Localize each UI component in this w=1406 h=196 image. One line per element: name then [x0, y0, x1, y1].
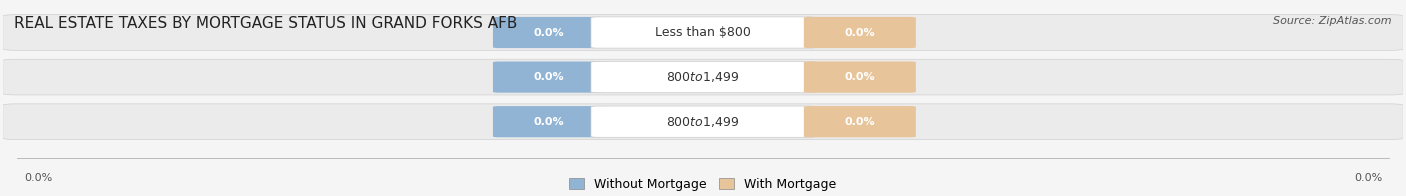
FancyBboxPatch shape: [494, 62, 605, 93]
FancyBboxPatch shape: [494, 106, 605, 137]
FancyBboxPatch shape: [804, 17, 915, 48]
FancyBboxPatch shape: [591, 106, 815, 137]
Text: REAL ESTATE TAXES BY MORTGAGE STATUS IN GRAND FORKS AFB: REAL ESTATE TAXES BY MORTGAGE STATUS IN …: [14, 16, 517, 31]
Text: 0.0%: 0.0%: [845, 27, 875, 37]
Text: 0.0%: 0.0%: [845, 117, 875, 127]
FancyBboxPatch shape: [804, 106, 915, 137]
Text: 0.0%: 0.0%: [534, 27, 564, 37]
Text: Less than $800: Less than $800: [655, 26, 751, 39]
Text: Source: ZipAtlas.com: Source: ZipAtlas.com: [1274, 16, 1392, 26]
FancyBboxPatch shape: [804, 62, 915, 93]
Text: 0.0%: 0.0%: [534, 117, 564, 127]
Text: 0.0%: 0.0%: [24, 173, 52, 183]
FancyBboxPatch shape: [494, 17, 605, 48]
FancyBboxPatch shape: [3, 59, 1403, 95]
Text: 0.0%: 0.0%: [1354, 173, 1382, 183]
Text: 0.0%: 0.0%: [845, 72, 875, 82]
FancyBboxPatch shape: [3, 15, 1403, 50]
FancyBboxPatch shape: [591, 62, 815, 93]
FancyBboxPatch shape: [3, 104, 1403, 140]
Legend: Without Mortgage, With Mortgage: Without Mortgage, With Mortgage: [564, 173, 842, 196]
Text: $800 to $1,499: $800 to $1,499: [666, 115, 740, 129]
Text: 0.0%: 0.0%: [534, 72, 564, 82]
Text: $800 to $1,499: $800 to $1,499: [666, 70, 740, 84]
FancyBboxPatch shape: [591, 17, 815, 48]
